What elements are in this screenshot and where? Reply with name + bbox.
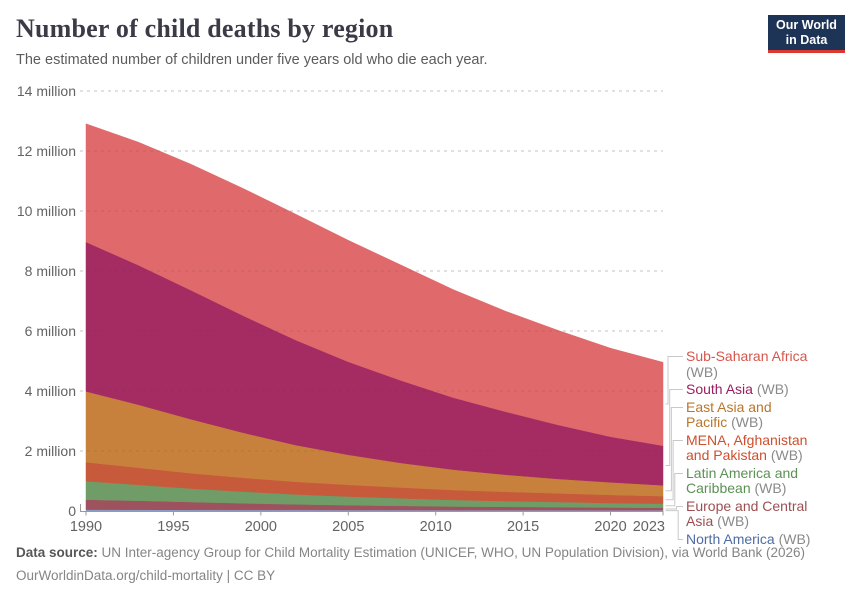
- legend-label-latin-america-and-caribbean: Latin America and: [686, 464, 799, 481]
- legend-suffix-wb: (WB): [770, 447, 803, 463]
- legend-item-mena-afghanistan-and-pakistan[interactable]: MENA, Afghanistan and Pakistan (WB): [686, 431, 838, 464]
- legend-connector-east-asia-and-pacific: [665, 407, 683, 492]
- page-title: Number of child deaths by region: [16, 14, 394, 43]
- legend-label-east-asia-and-pacific: Pacific: [686, 414, 732, 430]
- x-axis-label-1995: 1995: [157, 519, 189, 535]
- legend-suffix-wb: (WB): [731, 414, 764, 430]
- owid-logo[interactable]: Our World in Data: [768, 15, 845, 53]
- legend-item-east-asia-and-pacific[interactable]: East Asia and Pacific (WB): [686, 398, 838, 431]
- x-axis-label-2010: 2010: [420, 519, 452, 535]
- y-axis-label-12m: 12 million: [17, 143, 76, 159]
- citation-line: OurWorldinData.org/child-mortality | CC …: [16, 568, 275, 583]
- y-axis-label-14m: 14 million: [17, 83, 76, 99]
- legend-connector-mena-afghanistan-and-pakistan: [665, 440, 683, 501]
- x-axis-label-2005: 2005: [332, 519, 364, 535]
- y-axis-label-6m: 6 million: [25, 323, 76, 339]
- x-axis-label-2000: 2000: [245, 519, 277, 535]
- citation-text: OurWorldinData.org/child-mortality | CC …: [16, 568, 276, 583]
- legend-connector-north-america: [665, 510, 683, 540]
- legend-item-south-asia[interactable]: South Asia (WB): [686, 381, 838, 398]
- legend-item-europe-and-central-asia[interactable]: Europe and Central Asia (WB): [686, 497, 838, 530]
- legend-suffix-wb: (WB): [717, 513, 750, 529]
- legend-label-south-asia: South Asia: [686, 381, 757, 397]
- data-source-label: Data source:: [16, 545, 98, 560]
- owid-logo-box: Our World in Data: [768, 15, 845, 50]
- legend-connector-south-asia: [665, 389, 683, 466]
- legend-item-latin-america-and-caribbean[interactable]: Latin America and Caribbean (WB): [686, 464, 838, 497]
- y-axis-label-2m: 2 million: [25, 443, 76, 459]
- legend-label-europe-and-central-asia: Asia: [686, 513, 718, 529]
- owid-logo-accent-strip: [768, 50, 845, 53]
- y-axis-label-4m: 4 million: [25, 383, 76, 399]
- x-axis-label-1990: 1990: [70, 519, 102, 535]
- legend-suffix-wb: (WB): [754, 480, 787, 496]
- legend: Sub-Saharan Africa (WB) South Asia (WB) Ea…: [686, 348, 838, 549]
- data-source-text: UN Inter-agency Group for Child Mortalit…: [97, 545, 806, 560]
- owid-logo-line1: Our World: [776, 18, 837, 32]
- x-axis-label-2020: 2020: [594, 519, 626, 535]
- area-sub-saharan-africa[interactable]: [85, 123, 664, 446]
- y-axis-label-10m: 10 million: [17, 203, 76, 219]
- legend-item-sub-saharan-africa[interactable]: Sub-Saharan Africa (WB): [686, 348, 838, 380]
- x-axis-label-2023: 2023: [633, 519, 665, 535]
- data-source-line: Data source: UN Inter-agency Group for C…: [16, 545, 836, 560]
- legend-label-europe-and-central-asia: Europe and Central: [686, 497, 808, 514]
- legend-label-latin-america-and-caribbean: Caribbean: [686, 480, 755, 496]
- legend-connector-latin-america-and-caribbean: [665, 473, 683, 507]
- x-axis-label-2015: 2015: [507, 519, 539, 535]
- y-axis-label-8m: 8 million: [25, 263, 76, 279]
- legend-label-east-asia-and-pacific: East Asia and: [686, 398, 772, 415]
- legend-label-north-america: North America: [686, 530, 779, 547]
- legend-suffix-wb: (WB): [686, 363, 718, 380]
- legend-suffix-wb: (WB): [756, 381, 789, 397]
- legend-label-sub-saharan-africa: Sub-Saharan Africa: [686, 348, 808, 364]
- legend-suffix-wb: (WB): [778, 530, 811, 547]
- legend-connector-europe-and-central-asia: [665, 506, 683, 510]
- owid-logo-line2: in Data: [785, 32, 828, 47]
- page-subtitle: The estimated number of children under f…: [16, 52, 488, 68]
- legend-connector-sub-saharan-africa: [665, 356, 683, 405]
- y-axis-label-0m: 0: [68, 503, 76, 519]
- legend-item-north-america[interactable]: North America (WB): [686, 530, 838, 548]
- legend-label-mena-afghanistan-and-pakistan: and Pakistan: [686, 447, 771, 463]
- legend-label-mena-afghanistan-and-pakistan: MENA, Afghanistan: [686, 431, 808, 448]
